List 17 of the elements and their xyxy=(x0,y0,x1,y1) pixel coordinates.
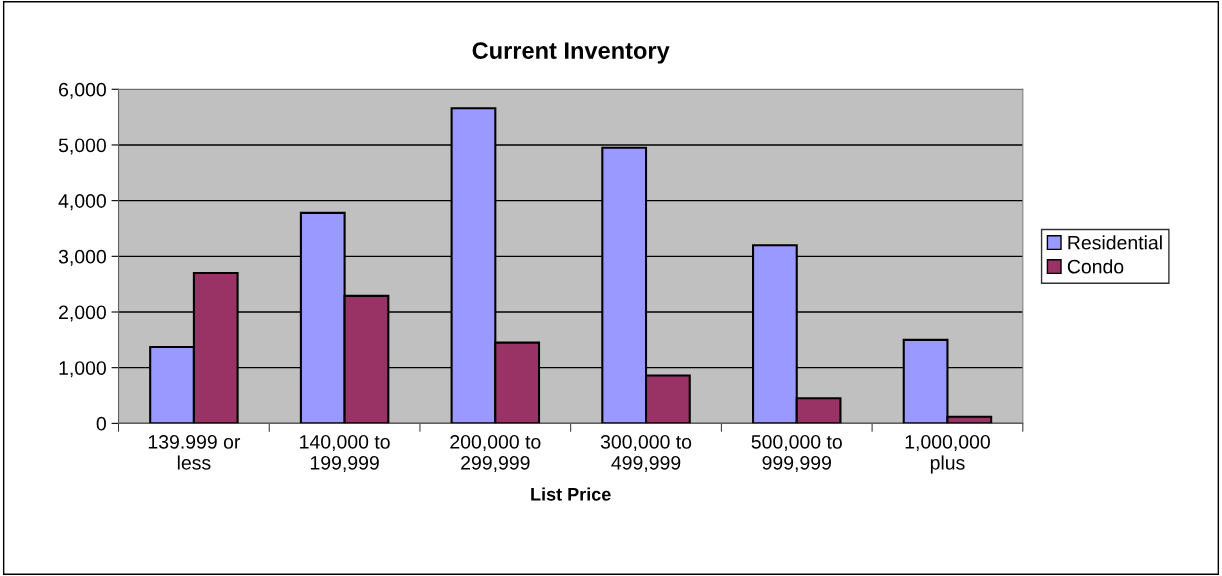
x-tick-label: 300,000 to 499,999 xyxy=(600,434,692,472)
x-tick-label: 1,000,000 plus xyxy=(905,434,990,474)
legend-label: Condo xyxy=(1067,259,1124,274)
x-tick-label: 200,000 to 299,999 xyxy=(450,434,541,472)
y-tick-label: 4,000 xyxy=(58,194,106,211)
y-tick-label: 1,000 xyxy=(59,361,106,378)
y-tick-label: 0 xyxy=(96,416,106,431)
y-tick-label: 2,000 xyxy=(59,305,106,322)
x-axis-title: List Price xyxy=(531,487,611,501)
x-tick-label: 500,000 to 999,999 xyxy=(751,434,842,472)
y-tick-label: 5,000 xyxy=(58,138,106,155)
x-tick-label: 139.999 or less xyxy=(148,434,241,470)
x-tick-label: 140,000 to 199,999 xyxy=(300,434,390,472)
chart-title: Current Inventory xyxy=(472,42,670,64)
legend-label: Residential xyxy=(1068,235,1162,250)
y-tick-label: 3,000 xyxy=(58,249,106,266)
y-tick-label: 6,000 xyxy=(59,82,106,99)
